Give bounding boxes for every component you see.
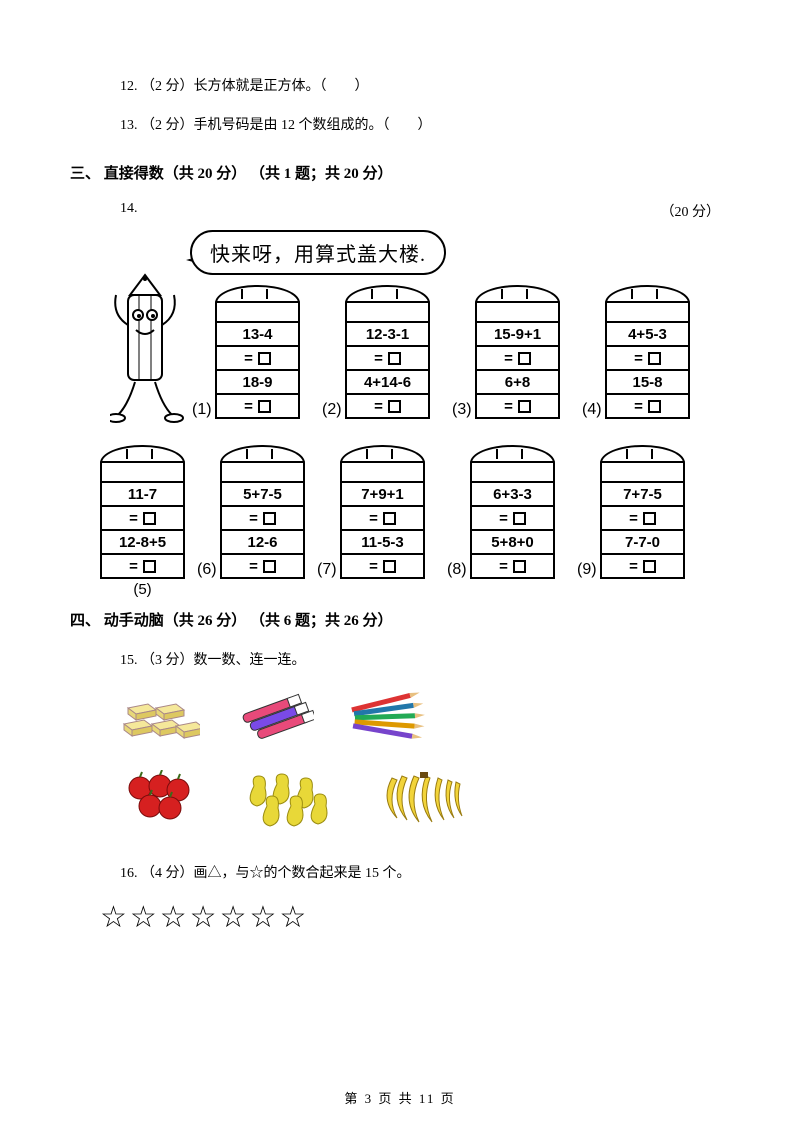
q14-score: （20 分） [661, 201, 721, 221]
counting-row-2 [120, 768, 730, 833]
stars-row: ☆☆☆☆☆☆☆ [100, 900, 730, 935]
markers-icon [234, 690, 314, 745]
building-2-label: (2) [322, 401, 342, 419]
building-8-label: (8) [447, 561, 467, 579]
section-3-title: 三、 直接得数（共 20 分） （共 1 题；共 20 分） [70, 162, 730, 183]
building-6: 5+7-5 = 12-6 = [220, 445, 305, 579]
building-1: 13-4 = 18-9 = [215, 285, 300, 419]
building-2: 12-3-1 = 4+14-6 = [345, 285, 430, 419]
building-5: 11-7 = 12-8+5 = (5) [100, 445, 185, 598]
section-4-title: 四、 动手动脑（共 26 分） （共 6 题；共 26 分） [70, 609, 730, 630]
pencil-character-icon [110, 270, 200, 435]
speech-bubble: 快来呀，用算式盖大楼. [190, 230, 446, 275]
question-16: 16. （4 分）画△，与☆的个数合起来是 15 个。 [120, 861, 730, 886]
pencils-icon [347, 688, 437, 748]
building-8: 6+3-3 = 5+8+0 = [470, 445, 555, 579]
question-12: 12. （2 分）长方体就是正方体。（ ） [120, 74, 730, 99]
building-9-label: (9) [577, 561, 597, 579]
building-7: 7+9+1 = 11-5-3 = [340, 445, 425, 579]
counting-row-1 [120, 688, 730, 748]
apples-icon [120, 770, 205, 830]
building-7-label: (7) [317, 561, 337, 579]
building-3: 15-9+1 = 6+8 = [475, 285, 560, 419]
building-9: 7+7-5 = 7-7-0 = [600, 445, 685, 579]
buildings-figure: 快来呀，用算式盖大楼. 13-4 = 18-9 = (1) 12-3-1 = 4… [100, 225, 730, 585]
question-13: 13. （2 分）手机号码是由 12 个数组成的。（ ） [120, 113, 730, 138]
building-1-label: (1) [192, 401, 212, 419]
page-footer: 第 3 页 共 11 页 [0, 1088, 800, 1107]
q14-number: 14. [120, 201, 138, 217]
question-15: 15. （3 分）数一数、连一连。 [120, 648, 730, 673]
building-4: 4+5-3 = 15-8 = [605, 285, 690, 419]
question-14: 14. （20 分） [120, 201, 730, 217]
erasers-icon [120, 688, 200, 748]
building-6-label: (6) [197, 561, 217, 579]
building-4-label: (4) [582, 401, 602, 419]
bananas-icon [372, 770, 467, 830]
pears-icon [239, 768, 339, 833]
building-3-label: (3) [452, 401, 472, 419]
